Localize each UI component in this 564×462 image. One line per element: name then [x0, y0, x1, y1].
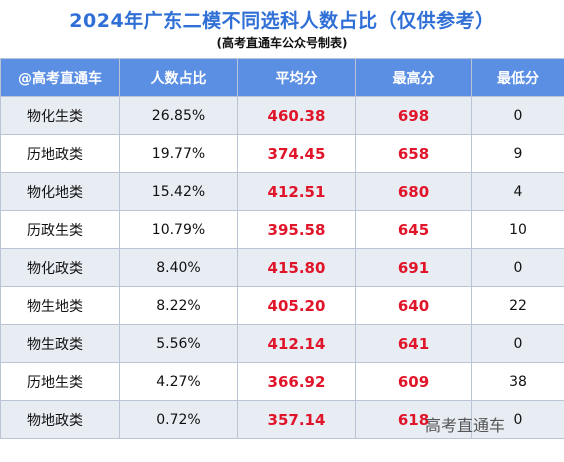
min-cell: 38: [471, 362, 564, 401]
min-cell: 9: [471, 134, 564, 173]
table-row: 历政生类 10.79% 395.58 645 10: [0, 210, 564, 249]
max-cell: 609: [355, 362, 472, 401]
min-cell: 0: [471, 96, 564, 135]
ratio-cell: 5.56%: [119, 324, 238, 363]
combo-cell: 历政生类: [0, 210, 120, 249]
avg-cell: 412.51: [237, 172, 356, 211]
table-row: 物化地类 15.42% 412.51 680 4: [0, 172, 564, 211]
min-cell: 0: [471, 400, 564, 439]
combo-cell: 物生政类: [0, 324, 120, 363]
min-cell: 22: [471, 286, 564, 325]
max-cell: 658: [355, 134, 472, 173]
page-title: 2024年广东二模不同选科人数占比（仅供参考）: [69, 10, 495, 32]
ratio-cell: 4.27%: [119, 362, 238, 401]
combo-cell: 物地政类: [0, 400, 120, 439]
avg-cell: 415.80: [237, 248, 356, 287]
avg-cell: 395.58: [237, 210, 356, 249]
table-row: 物化生类 26.85% 460.38 698 0: [0, 96, 564, 135]
header-max: 最高分: [355, 58, 472, 97]
max-cell: 645: [355, 210, 472, 249]
avg-cell: 412.14: [237, 324, 356, 363]
ratio-cell: 15.42%: [119, 172, 238, 211]
max-cell: 618: [355, 400, 472, 439]
header-ratio: 人数占比: [119, 58, 238, 97]
table-row: 历地政类 19.77% 374.45 658 9: [0, 134, 564, 173]
header-avg: 平均分: [237, 58, 356, 97]
score-table: @高考直通车 人数占比 平均分 最高分 最低分 物化生类 26.85% 460.…: [0, 58, 564, 439]
table-header-row: @高考直通车 人数占比 平均分 最高分 最低分: [0, 58, 564, 97]
table-row: 物化政类 8.40% 415.80 691 0: [0, 248, 564, 287]
max-cell: 640: [355, 286, 472, 325]
max-cell: 698: [355, 96, 472, 135]
title-block: 2024年广东二模不同选科人数占比（仅供参考） (高考直通车公众号制表): [0, 0, 564, 58]
min-cell: 10: [471, 210, 564, 249]
table-row: 物生政类 5.56% 412.14 641 0: [0, 324, 564, 363]
table-row: 物生地类 8.22% 405.20 640 22: [0, 286, 564, 325]
watermark-text: 高考直通车: [425, 416, 506, 435]
max-cell: 641: [355, 324, 472, 363]
combo-cell: 历地生类: [0, 362, 120, 401]
combo-cell: 物化政类: [0, 248, 120, 287]
table-row: 历地生类 4.27% 366.92 609 38: [0, 362, 564, 401]
table-row: 物地政类 0.72% 357.14 618 0: [0, 400, 564, 439]
ratio-cell: 8.22%: [119, 286, 238, 325]
header-combo: @高考直通车: [0, 58, 120, 97]
page-subtitle: (高考直通车公众号制表): [216, 36, 348, 50]
ratio-cell: 26.85%: [119, 96, 238, 135]
min-cell: 0: [471, 324, 564, 363]
max-cell: 680: [355, 172, 472, 211]
min-cell: 4: [471, 172, 564, 211]
ratio-cell: 10.79%: [119, 210, 238, 249]
avg-cell: 366.92: [237, 362, 356, 401]
combo-cell: 物化地类: [0, 172, 120, 211]
combo-cell: 物化生类: [0, 96, 120, 135]
combo-cell: 历地政类: [0, 134, 120, 173]
avg-cell: 405.20: [237, 286, 356, 325]
avg-cell: 460.38: [237, 96, 356, 135]
ratio-cell: 0.72%: [119, 400, 238, 439]
avg-cell: 357.14: [237, 400, 356, 439]
header-min: 最低分: [471, 58, 564, 97]
ratio-cell: 8.40%: [119, 248, 238, 287]
combo-cell: 物生地类: [0, 286, 120, 325]
max-cell: 691: [355, 248, 472, 287]
avg-cell: 374.45: [237, 134, 356, 173]
ratio-cell: 19.77%: [119, 134, 238, 173]
min-cell: 0: [471, 248, 564, 287]
